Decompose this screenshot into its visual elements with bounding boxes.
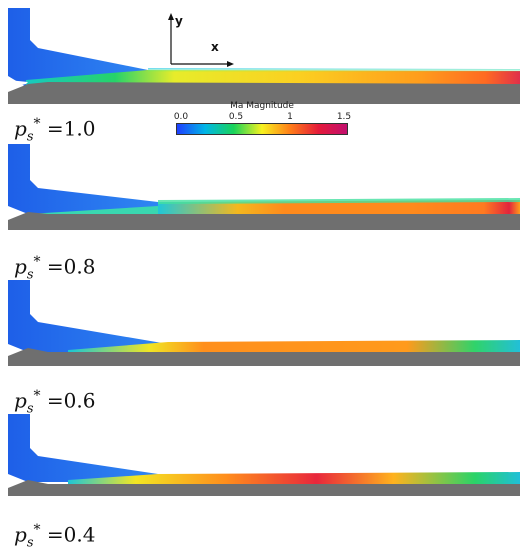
equals-sign: = [46,116,64,141]
pressure-ratio-value: 0.8 [63,254,96,279]
y-axis-label: y [175,14,183,28]
flow-field-panel-3 [8,280,520,376]
pressure-symbol: p [14,116,27,141]
flow-field-panel-4 [8,414,520,510]
flow-field-image-2 [8,144,520,230]
pressure-ratio-label-3: ps* =0.6 [14,388,95,417]
equals-sign: = [46,254,64,279]
coordinate-axes: y x [163,12,235,72]
equals-sign: = [46,522,64,547]
pressure-ratio-value: 1.0 [63,116,96,141]
pressure-symbol: p [14,254,27,279]
pressure-ratio-value: 0.6 [63,388,96,413]
flow-field-image-1 [8,8,520,104]
equals-sign: = [46,388,64,413]
flow-field-panel-2 [8,144,520,240]
flow-field-panel-1 [8,8,520,104]
colorbar-ticks: 0.0 0.5 1 1.5 [173,112,352,123]
pressure-ratio-value: 0.4 [63,522,96,547]
colorbar-tick: 0.5 [228,112,244,122]
pressure-symbol: p [14,388,27,413]
pressure-ratio-label-1: ps* =1.0 [14,116,95,145]
colorbar-tick: 1.5 [336,112,352,122]
pressure-subscript: s [26,267,34,283]
pressure-superscript: * [33,254,41,270]
colorbar-tick: 0.0 [173,112,189,122]
pressure-symbol: p [14,522,27,547]
colorbar: Ma Magnitude 0.0 0.5 1 1.5 [173,101,352,135]
pressure-superscript: * [33,116,41,132]
pressure-subscript: s [26,401,34,417]
x-axis-label: x [211,40,219,54]
colorbar-tick: 1 [287,112,293,122]
pressure-subscript: s [26,129,34,145]
axes-arrows [168,13,234,67]
pressure-subscript: s [26,535,34,551]
pressure-ratio-label-4: ps* =0.4 [14,522,95,551]
pressure-superscript: * [33,522,41,538]
colorbar-title: Ma Magnitude [230,101,294,111]
pressure-superscript: * [33,388,41,404]
flow-field-image-3 [8,280,520,366]
colorbar-gradient [176,123,348,135]
pressure-ratio-label-2: ps* =0.8 [14,254,95,283]
flow-field-image-4 [8,414,520,496]
